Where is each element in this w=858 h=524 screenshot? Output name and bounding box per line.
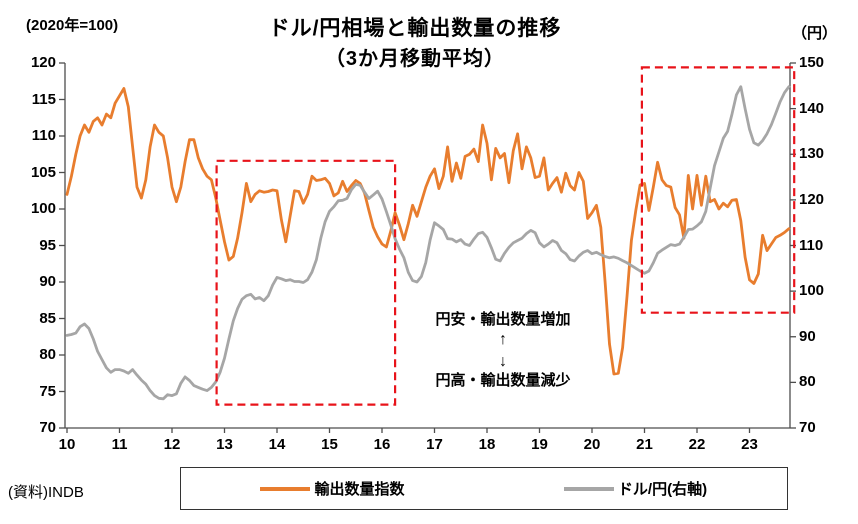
tick-label: 150	[799, 54, 825, 71]
tick-label: 90	[799, 327, 816, 345]
source-note: (資料)INDB	[8, 484, 84, 501]
annotation-yen-weak-text: 円安・輸出数量増加	[435, 311, 571, 328]
tick-label: 80	[799, 373, 816, 391]
annotation-block: 円安・輸出数量増加 ↑ ↓ 円高・輸出数量減少	[435, 311, 571, 390]
tick-label: 140	[799, 99, 825, 117]
legend-box: 輸出数量指数 ドル/円(右軸)	[180, 467, 788, 510]
legend-label-export: 輸出数量指数	[314, 481, 405, 498]
series-export-volume	[65, 87, 791, 376]
legend-item-export: 輸出数量指数	[181, 478, 484, 499]
tick-label: 21	[636, 436, 653, 453]
tick-label: 75	[39, 382, 56, 400]
tick-label: 70	[39, 419, 56, 436]
legend-item-fx: ドル/円(右軸)	[484, 478, 787, 499]
highlight-box-1	[215, 159, 397, 406]
tick-label: 110	[31, 127, 56, 144]
tick-label: 17	[426, 436, 443, 453]
tick-label: 18	[478, 436, 496, 453]
annotation-yen-strong-text: 円高・輸出数量減少	[435, 372, 571, 390]
tick-label: 19	[531, 436, 548, 453]
tick-label: 120	[30, 54, 56, 71]
tick-label: 11	[111, 436, 128, 453]
tick-label: 10	[58, 436, 76, 453]
tick-label: 100	[799, 282, 825, 300]
tick-label: 95	[39, 236, 56, 254]
chart-title: ドル/円相場と輸出数量の推移	[268, 17, 562, 40]
tick-label: 13	[216, 436, 233, 453]
series-usd-jpy	[65, 85, 791, 401]
highlight-box-2	[640, 66, 796, 314]
tick-label: 90	[39, 273, 56, 290]
tick-label: 120	[799, 190, 825, 208]
tick-label: 14	[268, 436, 286, 453]
up-arrow-icon: ↑	[498, 330, 507, 348]
tick-label: 85	[39, 309, 56, 327]
tick-label: 80	[39, 346, 56, 363]
export-line-sample	[260, 486, 311, 491]
tick-label: 100	[30, 200, 56, 217]
right-axis-unit-label: （円）	[792, 25, 838, 42]
axes	[59, 62, 796, 433]
tick-label: 105	[30, 163, 56, 181]
tick-label: 130	[799, 145, 825, 163]
tick-label: 12	[163, 436, 181, 453]
fx-line-sample	[563, 486, 614, 491]
legend-label-fx: ドル/円(右軸)	[617, 481, 708, 498]
tick-label: 22	[688, 436, 706, 453]
chart-subtitle: （3か月移動平均）	[324, 48, 506, 70]
tick-label: 23	[741, 436, 758, 453]
tick-label: 15	[321, 436, 338, 453]
tick-label: 70	[799, 419, 816, 436]
tick-label: 115	[31, 90, 56, 108]
tick-label: 16	[373, 436, 391, 453]
left-axis-unit-label: (2020年=100)	[26, 17, 119, 34]
down-arrow-icon: ↓	[498, 352, 507, 370]
tick-label: 20	[583, 436, 601, 453]
tick-label: 110	[799, 236, 824, 254]
